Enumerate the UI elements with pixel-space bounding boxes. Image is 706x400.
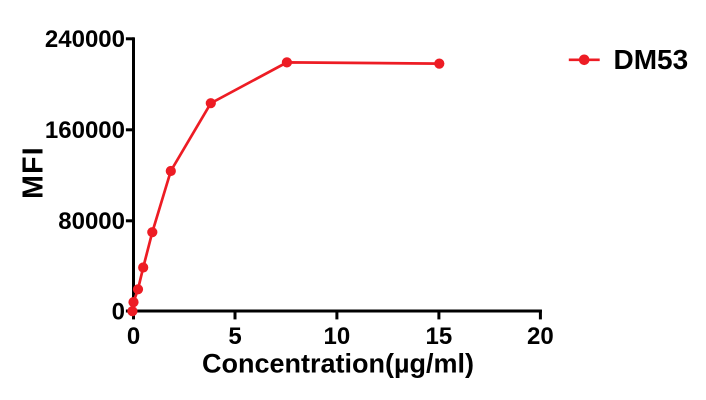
svg-text:Concentration(µg/ml): Concentration(µg/ml) — [202, 349, 474, 379]
svg-text:80000: 80000 — [58, 208, 125, 235]
svg-text:20: 20 — [527, 323, 554, 350]
svg-text:0: 0 — [112, 298, 125, 325]
svg-text:5: 5 — [228, 323, 241, 350]
svg-text:240000: 240000 — [45, 26, 125, 53]
svg-text:160000: 160000 — [45, 117, 125, 144]
svg-text:DM53: DM53 — [614, 44, 689, 75]
svg-text:15: 15 — [426, 323, 453, 350]
svg-text:0: 0 — [127, 323, 140, 350]
svg-text:MFI: MFI — [18, 146, 50, 199]
svg-text:10: 10 — [324, 323, 351, 350]
